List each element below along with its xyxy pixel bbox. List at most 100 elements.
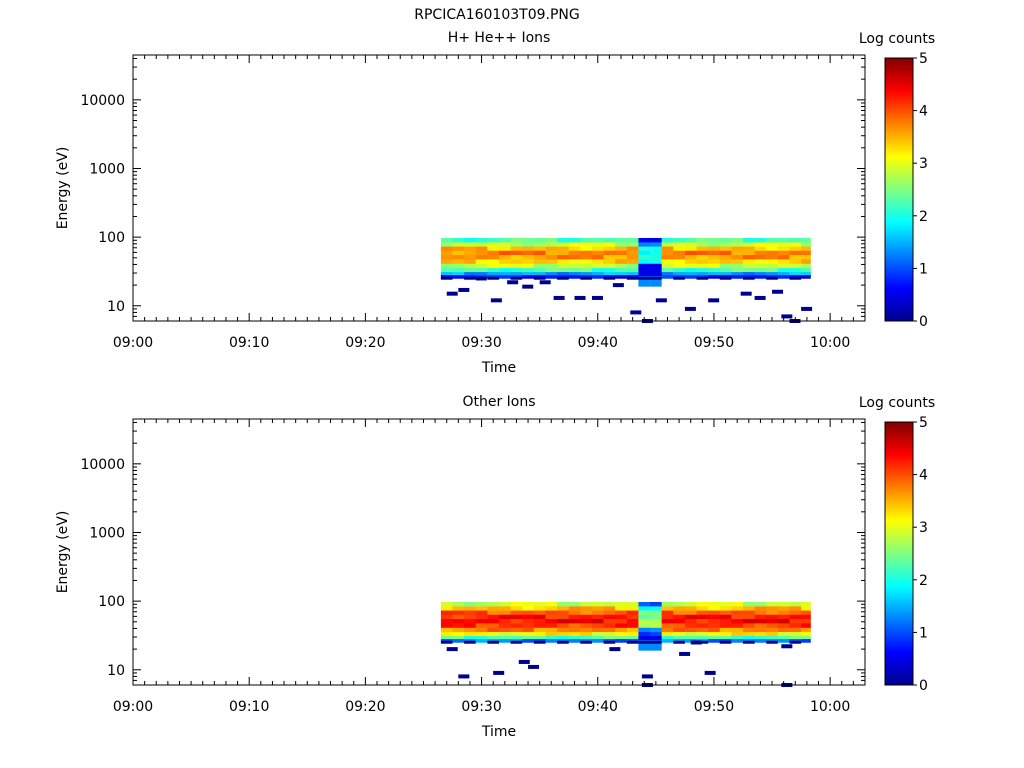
heatmap-cell xyxy=(545,601,558,607)
heatmap-cell xyxy=(522,263,535,269)
heatmap-cell xyxy=(708,268,721,273)
heatmap-cell xyxy=(766,623,779,629)
heatmap-cell xyxy=(568,268,581,273)
sparse-count xyxy=(528,664,540,669)
heatmap-cell xyxy=(673,601,686,607)
heatmap-cell xyxy=(580,640,592,644)
heatmap-cell xyxy=(731,250,744,256)
heatmap-cell xyxy=(440,255,453,260)
heatmap-cell xyxy=(522,623,535,629)
heatmap-cell xyxy=(673,242,686,247)
heatmap-cell xyxy=(673,606,686,611)
heatmap-cell xyxy=(754,636,767,640)
heatmap-cell xyxy=(487,627,500,633)
heatmap-cell xyxy=(464,246,477,252)
x-tick-label: 09:10 xyxy=(229,335,269,351)
heatmap-cell xyxy=(464,623,477,629)
heatmap-cell xyxy=(452,272,465,276)
heatmap-cell xyxy=(499,242,512,247)
heatmap-cell xyxy=(650,259,663,265)
heatmap-cell xyxy=(638,250,651,256)
heatmap-cell xyxy=(684,268,697,273)
heatmap-cell xyxy=(440,246,453,252)
heatmap-cell xyxy=(510,237,523,243)
heatmap-cell xyxy=(487,242,500,247)
heatmap-cell xyxy=(475,627,488,633)
heatmap-cell xyxy=(440,632,453,637)
heatmap-cell xyxy=(475,272,488,276)
colorbar-tick-label: 2 xyxy=(919,573,928,589)
heatmap-cell xyxy=(545,610,558,616)
x-tick-label: 09:30 xyxy=(461,335,501,351)
heatmap-cell xyxy=(440,250,453,256)
y-axis-label: Energy (eV) xyxy=(55,511,71,594)
heatmap-cell xyxy=(487,246,500,252)
heatmap-cell xyxy=(650,619,663,624)
heatmap-cell xyxy=(626,623,639,629)
heatmap-cell xyxy=(754,263,767,269)
heatmap-cell xyxy=(743,614,756,620)
heatmap-cell xyxy=(499,627,512,633)
heatmap-cell xyxy=(533,632,546,637)
heatmap-cell xyxy=(731,263,744,269)
heatmap-cell xyxy=(533,619,546,624)
y-axis: 10 100 1000 10000 Energy (eV) xyxy=(55,422,865,686)
heatmap-cell xyxy=(464,606,477,611)
sparse-count xyxy=(690,640,702,645)
heatmap-cell xyxy=(684,242,697,247)
heatmap-cell xyxy=(603,614,616,620)
heatmap-cell xyxy=(626,272,639,276)
heatmap-cell xyxy=(708,259,721,265)
heatmap-cell xyxy=(522,619,535,624)
heatmap-cell xyxy=(475,639,488,643)
heatmap-cell xyxy=(731,246,744,252)
heatmap-cell xyxy=(638,242,651,247)
heatmap-cell xyxy=(591,610,604,616)
heatmap-cell xyxy=(638,636,651,640)
heatmap-cell xyxy=(591,619,604,624)
heatmap-cell xyxy=(533,237,546,243)
heatmap-cell xyxy=(801,242,811,247)
heatmap-cell xyxy=(626,601,639,607)
heatmap-cell xyxy=(696,276,709,280)
x-tick-label: 09:20 xyxy=(345,335,385,351)
heatmap-cell xyxy=(719,640,732,644)
heatmap-cell xyxy=(684,259,697,265)
heatmap-cell xyxy=(696,636,709,640)
heatmap-cell xyxy=(743,237,756,243)
heatmap-cell xyxy=(568,601,581,607)
heatmap-cell xyxy=(661,627,674,633)
heatmap-cell xyxy=(684,610,697,616)
axes-frame xyxy=(132,54,866,322)
heatmap-cell xyxy=(557,276,569,280)
heatmap-cell xyxy=(580,614,593,620)
colorbar-tick-label: 3 xyxy=(919,520,928,536)
heatmap-cell xyxy=(475,237,488,243)
heatmap-cell xyxy=(615,259,628,265)
heatmap-cell xyxy=(499,636,512,640)
sparse-count xyxy=(801,306,813,311)
heatmap-cell xyxy=(708,601,721,607)
heatmap-cell xyxy=(789,242,802,247)
heatmap-cell xyxy=(754,237,767,243)
heatmap-cell xyxy=(487,268,500,273)
heatmap-cell xyxy=(638,255,651,260)
heatmap-cell xyxy=(789,237,802,243)
heatmap-cell xyxy=(731,610,744,616)
heatmap-cell xyxy=(731,606,744,611)
chart-panel-1: 09:00 09:10 09:20 09:30 09:40 09:50 10:00 Time 1… xyxy=(55,30,935,376)
heatmap-cell xyxy=(696,610,709,616)
heatmap-cell xyxy=(743,606,756,611)
heatmap-cell xyxy=(615,619,628,624)
heatmap-cell xyxy=(580,276,592,280)
sparse-count xyxy=(539,280,551,285)
y-tick-label: 1000 xyxy=(89,161,125,177)
colorbar-tick-label: 5 xyxy=(919,415,928,431)
x-axis-label: Time xyxy=(481,724,516,740)
heatmap-cell xyxy=(743,242,756,247)
heatmap-cell xyxy=(603,242,616,247)
heatmap-cell xyxy=(603,263,616,269)
heatmap-cell xyxy=(638,640,651,644)
heatmap-cell xyxy=(754,601,767,607)
heatmap-cell xyxy=(557,263,570,269)
